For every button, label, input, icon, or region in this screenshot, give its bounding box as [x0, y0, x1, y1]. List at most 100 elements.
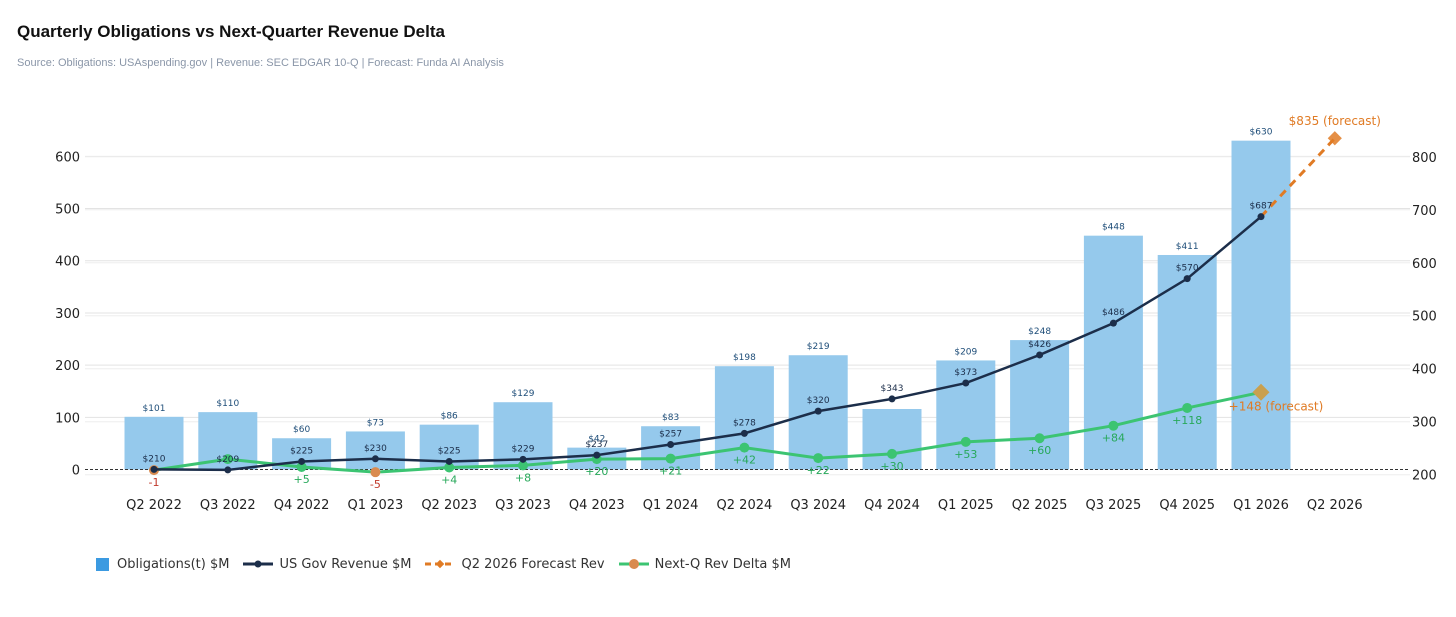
forecast-point: [1327, 131, 1342, 146]
revenue-line: [153, 215, 1262, 472]
revenue-point: [1036, 351, 1044, 359]
data-labels: $101 $110 $60 $73 $86 $129 $42 $83 $198 $219 $209 $…: [143, 114, 1381, 491]
delta-point: [887, 448, 897, 459]
y-right-tick-label: 300: [1412, 416, 1437, 431]
revenue-point: [1109, 319, 1117, 327]
legend-item-obligations[interactable]: Obligations(t) $M: [95, 556, 229, 572]
delta-value-label: +22: [807, 464, 830, 477]
bar-value-label: $83: [662, 413, 679, 423]
revenue-value-label: $209: [216, 455, 239, 465]
delta-value-label: -1: [149, 476, 160, 489]
x-tick-label: Q2 2026: [1307, 498, 1363, 513]
y-right-tick-label: 400: [1412, 363, 1437, 378]
forecast-line: [1259, 137, 1336, 218]
bar-obligations: [1231, 140, 1291, 470]
series-lines: [149, 131, 1342, 478]
bar-value-label: $42: [588, 435, 605, 445]
delta-value-label: +30: [880, 460, 903, 473]
legend-item-delta[interactable]: Next-Q Rev Delta $M: [618, 556, 791, 572]
delta-value-label: +4: [441, 473, 457, 486]
bar-obligations: [1157, 254, 1217, 470]
delta-value-label: +53: [954, 448, 977, 461]
bar-value-label: $86: [441, 412, 458, 422]
revenue-point: [371, 455, 379, 463]
revenue-value-label: $210: [143, 454, 166, 464]
y-right-tick-label: 600: [1412, 257, 1437, 272]
legend-swatch-delta: [618, 559, 649, 569]
delta-value-label: +84: [1102, 432, 1125, 445]
revenue-point: [740, 429, 748, 437]
delta-point: [444, 462, 455, 473]
bar-value-label: $60: [293, 425, 310, 435]
delta-point: [370, 467, 381, 478]
y-left-tick-label: 600: [55, 150, 80, 165]
delta-value-label: +118: [1172, 414, 1202, 427]
revenue-point: [962, 379, 970, 387]
combo-chart: 0 100 200 300 400 500 600 200 300 400 500 600 700 800…: [55, 114, 1437, 513]
x-tick-label: Q3 2024: [790, 498, 846, 513]
forecast-annotation: $835 (forecast): [1289, 114, 1381, 128]
x-tick-label: Q2 2023: [421, 498, 477, 513]
delta-value-label: +20: [585, 465, 608, 478]
revenue-point: [593, 451, 601, 459]
x-tick-label: Q2 2022: [126, 498, 182, 513]
delta-point: [665, 453, 676, 464]
legend-swatch-forecast: [425, 559, 456, 569]
revenue-point: [888, 395, 896, 403]
revenue-value-label: $230: [364, 444, 387, 454]
delta-point: [813, 453, 824, 464]
delta-point: [296, 461, 307, 472]
delta-point: [1108, 420, 1119, 431]
revenue-value-label: $486: [1102, 308, 1125, 318]
delta-value-label: +8: [515, 471, 531, 484]
legend: Obligations(t) $M US Gov Revenue $M Q2 2…: [95, 556, 805, 572]
y-right-tick-label: 500: [1412, 310, 1437, 325]
y-left-tick-label: 0: [72, 464, 80, 479]
revenue-point: [150, 465, 158, 473]
revenue-point: [814, 407, 822, 415]
bar-obligations: [936, 360, 996, 470]
legend-item-revenue[interactable]: US Gov Revenue $M: [243, 556, 411, 572]
revenue-value-label: $343: [881, 384, 904, 394]
revenue-value-label: $320: [807, 396, 830, 406]
revenue-value-label: $225: [290, 446, 313, 456]
legend-label-revenue: US Gov Revenue $M: [279, 556, 412, 572]
delta-value-label: +21: [659, 465, 682, 478]
bar-obligations: [345, 431, 405, 470]
bar-obligations: [862, 409, 922, 470]
bar-value-label: $101: [143, 404, 166, 414]
revenue-value-label: $257: [659, 430, 682, 440]
x-tick-label: Q1 2024: [643, 498, 699, 513]
revenue-point: [1257, 213, 1265, 221]
x-tick-label: Q1 2025: [938, 498, 994, 513]
x-tick-label: Q3 2025: [1086, 498, 1142, 513]
bar-value-label: $219: [807, 342, 830, 352]
revenue-value-label: $229: [512, 444, 535, 454]
x-tick-label: Q4 2022: [274, 498, 330, 513]
x-tick-label: Q3 2022: [200, 498, 256, 513]
y-right-tick-label: 700: [1412, 204, 1437, 219]
bar-value-label: $198: [733, 353, 756, 363]
delta-point: [739, 442, 750, 453]
delta-value-label: -5: [370, 478, 381, 491]
y-left-tick-label: 200: [55, 359, 80, 374]
revenue-value-label: $373: [954, 368, 977, 378]
revenue-point: [298, 457, 306, 465]
x-tick-label: Q3 2023: [495, 498, 551, 513]
bar-value-label: $129: [512, 389, 535, 399]
delta-line: [153, 390, 1262, 474]
bar-value-label: $448: [1102, 223, 1125, 233]
legend-item-forecast[interactable]: Q2 2026 Forecast Rev: [425, 556, 605, 572]
delta-point: [960, 436, 971, 447]
bar-value-label: $209: [954, 347, 977, 357]
revenue-value-label: $237: [585, 440, 608, 450]
legend-swatch-obligations: [96, 558, 109, 571]
revenue-value-label: $426: [1028, 340, 1051, 350]
delta-value-label: +60: [1028, 444, 1051, 457]
x-tick-label: Q4 2025: [1159, 498, 1215, 513]
x-tick-label: Q1 2023: [348, 498, 404, 513]
x-tick-label: Q1 2026: [1233, 498, 1289, 513]
y-left-tick-label: 300: [55, 307, 80, 322]
revenue-value-label: $278: [733, 418, 756, 428]
delta-point: [1034, 433, 1045, 444]
